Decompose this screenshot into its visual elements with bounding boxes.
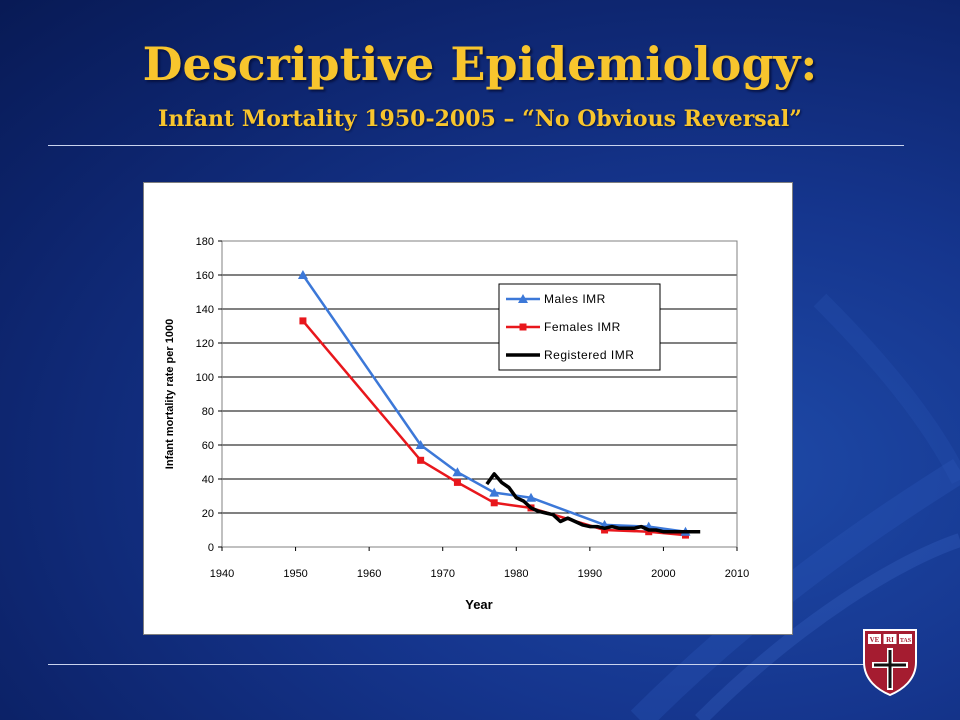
x-tick-label-2000: 2000 [651,568,675,580]
logo-text-ri: RI [886,636,894,644]
legend-label-registered-imr: Registered IMR [544,348,634,362]
infant-mortality-chart: 0 20 40 60 80 100 120 140 160 180 1940 1950 1960 1970… [164,236,749,612]
slide-subtitle: Infant Mortality 1950-2005 – “No Obvious… [158,106,802,132]
x-tick-label-1980: 1980 [504,568,528,580]
y-axis-title: Infant mortality rate per 1000 [164,319,176,469]
legend-marker-males-imr [518,294,528,303]
y-tick-label-160: 160 [196,270,214,282]
slide-title: Descriptive Epidemiology: [142,37,818,91]
data-point-males-imr-1967 [415,440,426,449]
data-point-males-imr-1982 [526,492,536,502]
logo-text-tas: TAS [900,638,912,644]
logo-text-ve: VE [870,636,880,644]
y-tick-label-60: 60 [202,440,214,452]
y-tick-label-180: 180 [196,236,214,248]
x-tick-label-1950: 1950 [283,568,307,580]
y-tick-label-100: 100 [196,372,214,384]
legend-label-males-imr: Males IMR [544,292,606,306]
x-tick-label-1970: 1970 [430,568,454,580]
harvard-shield-icon: VE RI TAS [863,629,917,696]
y-tick-label-120: 120 [196,338,214,350]
legend-label-females-imr: Females IMR [544,320,621,334]
bottom-divider [48,664,904,665]
y-tick-label-0: 0 [208,542,214,554]
x-tick-label-1990: 1990 [578,568,602,580]
data-point-males-imr-1951 [297,270,308,279]
data-point-females-imr-1951 [299,317,307,325]
x-tick-label-2010: 2010 [725,568,749,580]
y-tick-label-20: 20 [202,508,214,520]
data-point-females-imr-1972 [453,478,461,486]
data-point-males-imr-1977 [489,487,500,497]
data-point-females-imr-1967 [417,456,425,464]
x-axis-title: Year [465,597,492,612]
data-point-males-imr-1972 [452,467,463,477]
legend-marker-females-imr [519,323,527,331]
chart-frame: 0 20 40 60 80 100 120 140 160 180 1940 1950 1960 1970… [143,182,793,635]
series-line-registered-imr [485,472,701,534]
series-line-females-imr [301,320,686,537]
chart-legend: Males IMR Females IMR Registered IMR [498,283,661,371]
y-tick-label-140: 140 [196,304,214,316]
data-point-females-imr-1977 [490,499,498,507]
y-tick-label-40: 40 [202,474,214,486]
top-divider [48,145,904,146]
x-tick-label-1940: 1940 [210,568,234,580]
y-tick-label-80: 80 [202,406,214,418]
plot-area-border [221,240,738,548]
x-tick-label-1960: 1960 [357,568,381,580]
